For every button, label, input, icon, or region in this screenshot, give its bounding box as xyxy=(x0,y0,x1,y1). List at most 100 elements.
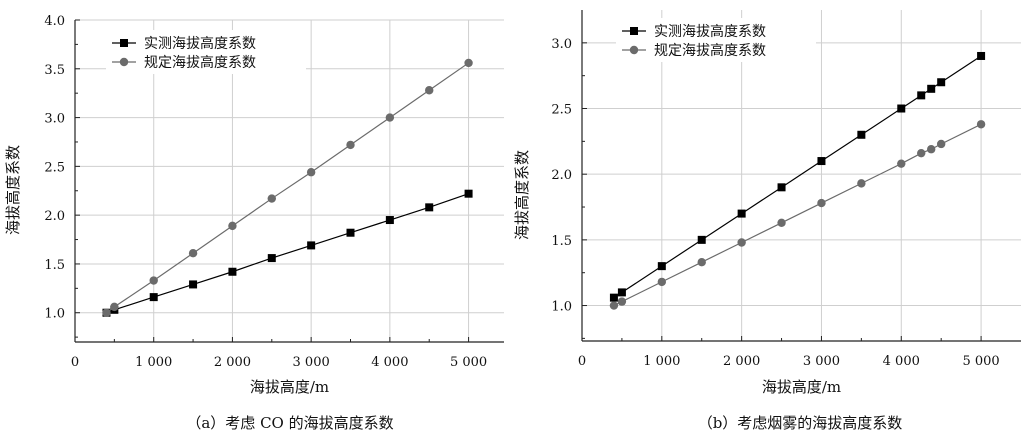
data-point-square xyxy=(189,280,198,289)
x-tick-label: 5 000 xyxy=(962,354,999,369)
data-point-square xyxy=(385,216,394,225)
data-point-square xyxy=(777,183,786,192)
data-point-circle xyxy=(936,139,946,149)
data-point-square xyxy=(917,91,926,100)
y-tick-label: 1.5 xyxy=(44,258,65,273)
figure-caption: （b）考虑烟雾的海拔高度系数 xyxy=(698,414,903,432)
data-point-circle xyxy=(306,168,316,177)
legend-label: 规定海拔高度系数 xyxy=(144,54,256,71)
x-tick-label: 3 000 xyxy=(293,355,330,370)
x-tick-label: 2 000 xyxy=(214,355,251,370)
data-point-circle xyxy=(976,120,986,129)
legend-marker-square xyxy=(630,27,638,35)
y-tick-label: 1.5 xyxy=(551,234,572,249)
series-measured xyxy=(609,51,986,302)
y-axis-label: 海拔高度系数 xyxy=(513,150,531,240)
series-line xyxy=(613,55,982,299)
data-point-square xyxy=(267,254,276,263)
x-tick-label: 3 000 xyxy=(803,354,840,369)
data-point-circle xyxy=(617,297,627,306)
series-specified xyxy=(609,120,986,310)
x-tick-label: 5 000 xyxy=(450,355,487,370)
legend-marker-circle xyxy=(629,45,639,55)
figure-caption: （a）考虑 CO 的海拔高度系数 xyxy=(186,414,393,432)
data-point-square xyxy=(307,241,316,250)
y-axis-label: 海拔高度系数 xyxy=(4,145,22,235)
data-point-circle xyxy=(657,277,667,287)
data-point-circle xyxy=(697,257,706,267)
y-tick-label: 4.0 xyxy=(44,14,65,29)
data-point-square xyxy=(228,267,237,276)
x-axis-label: 海拔高度/m xyxy=(762,378,841,396)
data-point-square xyxy=(657,262,666,271)
data-point-circle xyxy=(346,140,355,150)
data-point-circle xyxy=(897,159,906,168)
y-tick-label: 2.0 xyxy=(44,209,65,224)
data-point-circle xyxy=(188,249,198,258)
legend-label: 实测海拔高度系数 xyxy=(144,35,256,52)
x-axis-label: 海拔高度/m xyxy=(250,378,329,396)
series-measured xyxy=(102,189,473,317)
data-point-square xyxy=(927,84,936,93)
data-point-circle xyxy=(110,302,119,312)
y-tick-label: 1.0 xyxy=(551,300,572,315)
data-point-square xyxy=(617,288,626,297)
legend-label: 规定海拔高度系数 xyxy=(654,42,766,59)
x-tick-label: 0 xyxy=(578,354,586,369)
data-point-circle xyxy=(425,86,434,95)
data-point-square xyxy=(857,130,866,139)
data-point-square xyxy=(346,228,355,237)
data-point-circle xyxy=(857,179,866,188)
series-line xyxy=(613,123,982,307)
data-point-circle xyxy=(777,218,786,227)
legend-marker-circle xyxy=(119,57,129,67)
legend-background xyxy=(106,30,306,74)
x-tick-label: 1 000 xyxy=(135,355,172,370)
data-point-circle xyxy=(149,276,158,285)
data-point-square xyxy=(817,157,826,166)
data-point-square xyxy=(737,209,746,218)
x-tick-label: 2 000 xyxy=(723,354,760,369)
x-tick-label: 4 000 xyxy=(883,354,920,369)
y-tick-label: 1.0 xyxy=(44,307,65,322)
x-tick-label: 4 000 xyxy=(371,355,408,370)
data-point-circle xyxy=(927,145,936,154)
data-point-circle xyxy=(737,238,746,247)
legend-marker-square xyxy=(120,39,128,47)
data-point-square xyxy=(464,189,473,198)
x-tick-label: 0 xyxy=(71,355,79,370)
data-point-circle xyxy=(267,194,276,203)
data-point-square xyxy=(697,235,706,244)
series-specified xyxy=(102,58,473,317)
axes: 0 1 000 2 000 3 000 4 000 5 000 1.0 1.5 2.0 2.5 3.… xyxy=(551,10,1021,369)
axes: 0 1 000 2 000 3 000 4 000 5 000 1.0 1.5 2.0 2.5 3.… xyxy=(44,14,504,370)
data-point-circle xyxy=(609,301,619,310)
legend-background xyxy=(616,18,816,62)
series-line xyxy=(106,193,469,314)
y-tick-label: 2.5 xyxy=(551,103,572,118)
x-tick-label: 1 000 xyxy=(643,354,680,369)
data-point-square xyxy=(609,293,618,302)
y-tick-label: 2.0 xyxy=(551,168,572,183)
y-tick-label: 3.5 xyxy=(44,63,65,78)
data-point-square xyxy=(897,104,906,113)
data-point-circle xyxy=(228,221,237,231)
data-point-circle xyxy=(817,198,826,208)
legend-label: 实测海拔高度系数 xyxy=(654,23,766,40)
y-tick-label: 2.5 xyxy=(44,160,65,175)
data-point-square xyxy=(425,203,434,212)
data-point-circle xyxy=(102,308,111,317)
series-line xyxy=(106,62,469,314)
data-point-square xyxy=(977,51,986,60)
data-point-circle xyxy=(464,58,473,68)
data-point-square xyxy=(937,78,946,87)
data-point-square xyxy=(149,293,158,302)
data-point-circle xyxy=(917,148,926,158)
y-tick-label: 3.0 xyxy=(44,112,65,127)
y-tick-label: 3.0 xyxy=(551,37,572,52)
chart-panel-a: 0 1 000 2 000 3 000 4 000 5 000 1.0 1.5 2.0 2.5 3.… xyxy=(4,14,504,432)
data-point-circle xyxy=(385,113,395,122)
